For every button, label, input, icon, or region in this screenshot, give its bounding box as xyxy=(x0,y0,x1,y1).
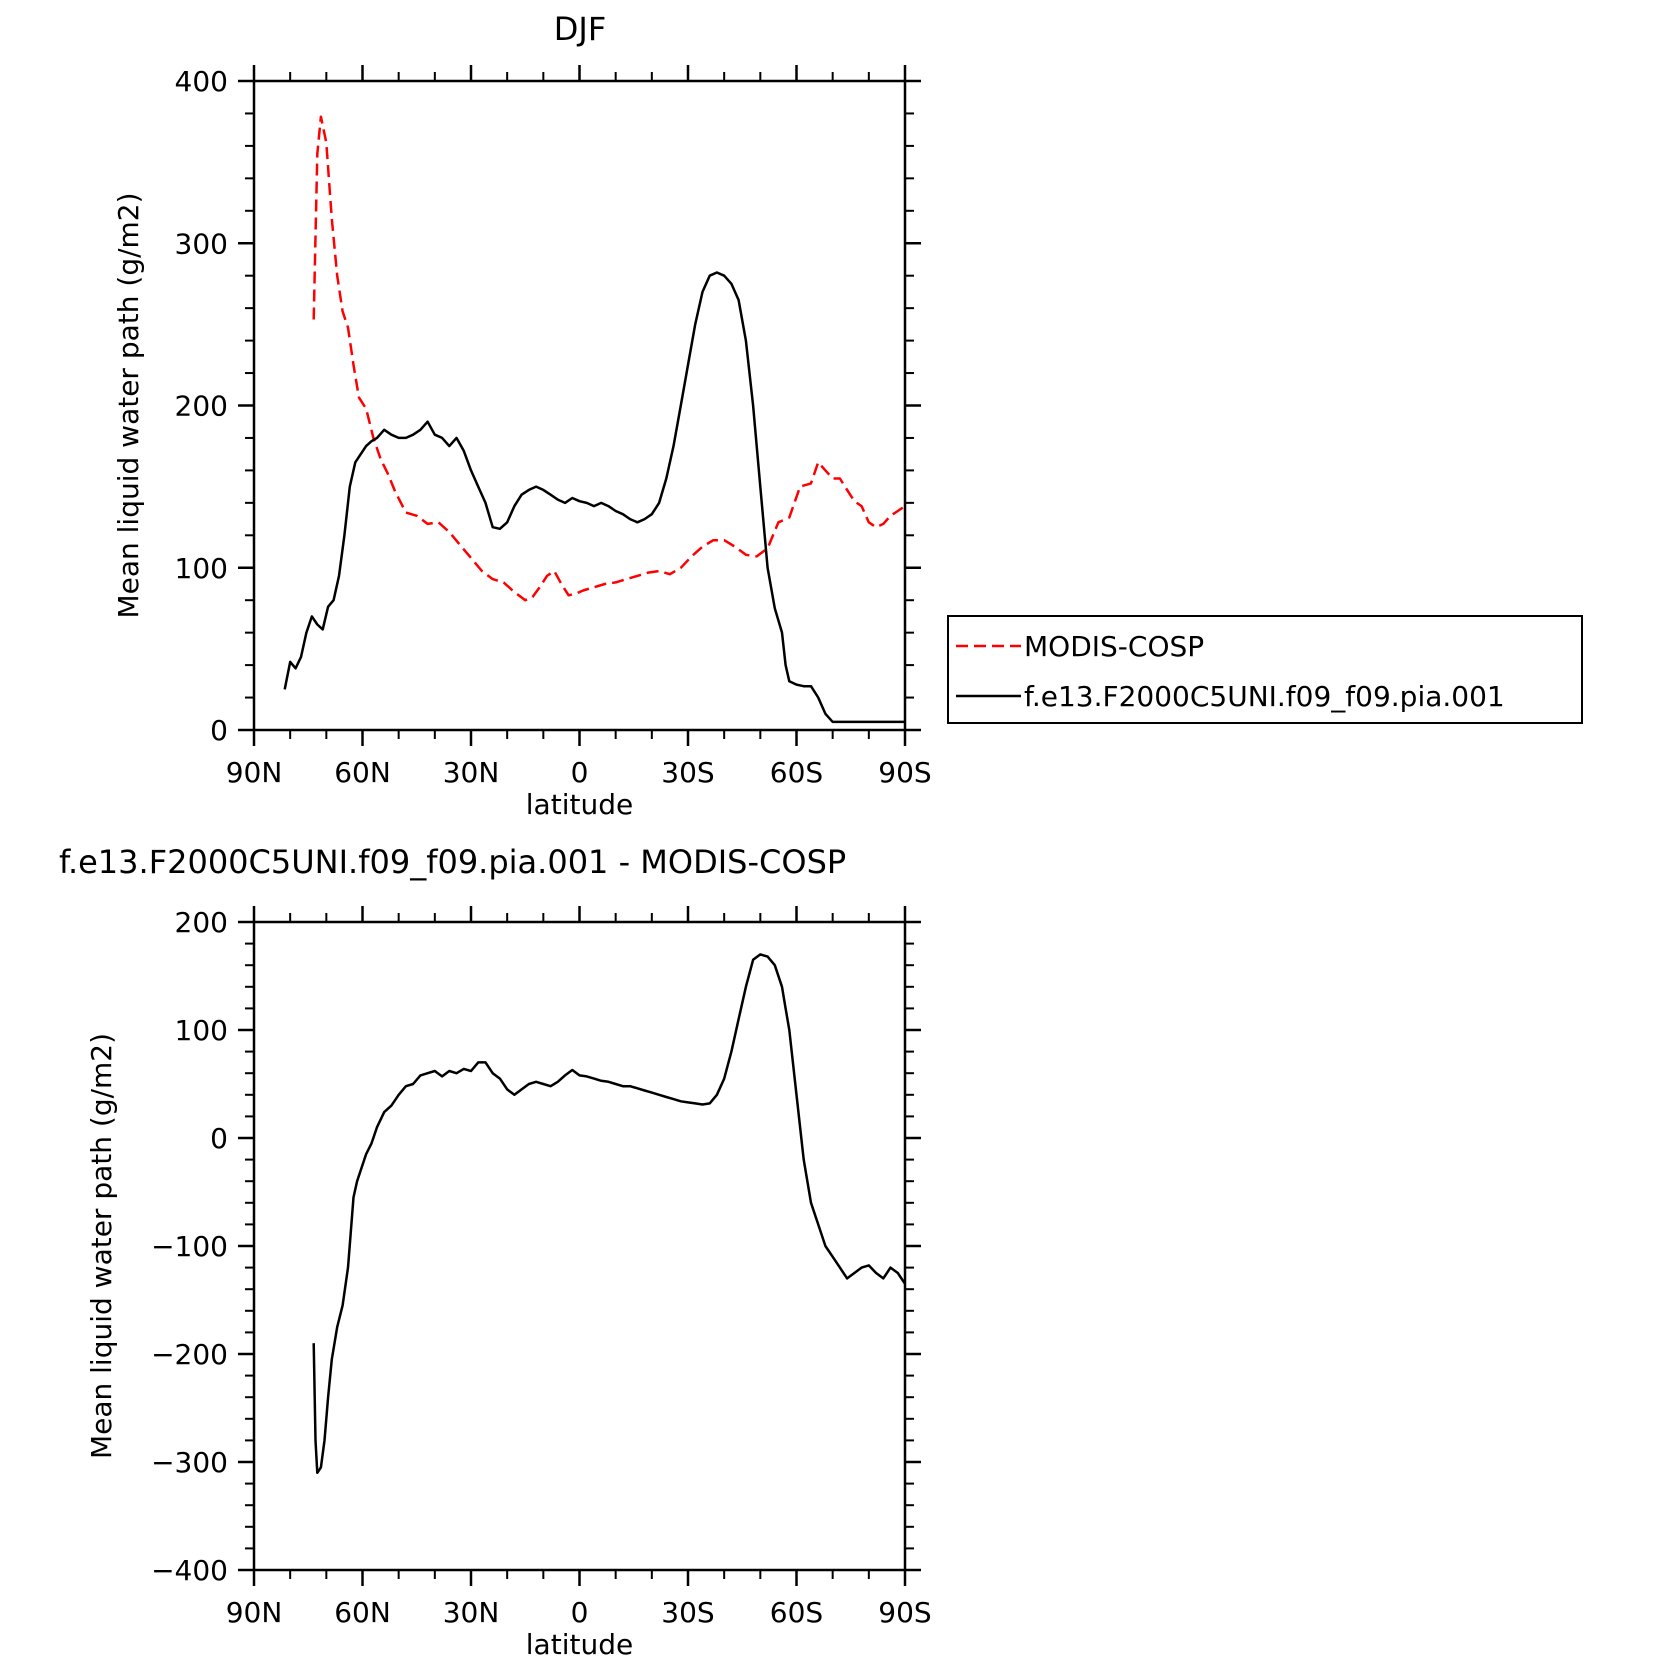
y-axis-title: Mean liquid water path (g/m2) xyxy=(112,192,145,618)
series-line-model xyxy=(283,271,905,724)
y-tick-label: −300 xyxy=(151,1446,228,1479)
y-tick-label: 0 xyxy=(210,1122,228,1155)
plot-frame xyxy=(252,79,907,732)
x-tick-label: 60N xyxy=(334,1596,391,1629)
legend-box xyxy=(947,615,1583,724)
x-tick-label: 30N xyxy=(443,1596,500,1629)
chart-title: f.e13.F2000C5UNI.f09_f09.pia.001 - MODIS… xyxy=(59,843,846,881)
x-tick-label: 60S xyxy=(770,1596,823,1629)
legend-label: f.e13.F2000C5UNI.f09_f09.pia.001 xyxy=(1024,680,1505,713)
x-axis-title: latitude xyxy=(526,1628,633,1661)
x-tick-label: 30N xyxy=(443,756,500,789)
x-tick-label: 0 xyxy=(571,1596,589,1629)
y-tick-label: −200 xyxy=(151,1338,228,1371)
x-tick-label: 60S xyxy=(770,756,823,789)
bottom-panel: 90N 60N 30N 0 30S 60S 90S −400 −300 −200 −100 0 100 2… xyxy=(59,843,932,1661)
x-tick-label: 30S xyxy=(661,756,714,789)
x-tick-label: 0 xyxy=(571,756,589,789)
legend-label: MODIS-COSP xyxy=(1024,630,1204,663)
x-tick-label: 60N xyxy=(334,756,391,789)
chart-title: DJF xyxy=(554,10,606,48)
y-tick-label: 200 xyxy=(175,906,228,939)
x-tick-label: 90S xyxy=(878,1596,931,1629)
x-axis-title: latitude xyxy=(526,788,633,821)
y-tick-label: 100 xyxy=(175,1014,228,1047)
series-line-modis-cosp xyxy=(312,115,906,602)
x-tick-label: 90N xyxy=(226,756,283,789)
series-line-difference xyxy=(312,953,907,1475)
y-tick-label: 300 xyxy=(175,227,228,260)
x-tick-label: 90S xyxy=(878,756,931,789)
y-axis-title: Mean liquid water path (g/m2) xyxy=(85,1033,118,1459)
x-tick-label: 30S xyxy=(661,1596,714,1629)
x-tick-label: 90N xyxy=(226,1596,283,1629)
legend: MODIS-COSP f.e13.F2000C5UNI.f09_f09.pia.0… xyxy=(947,615,1583,724)
y-tick-label: 0 xyxy=(210,714,228,747)
plot-frame xyxy=(252,920,907,1572)
y-tick-label: 200 xyxy=(175,390,228,423)
y-tick-label: −100 xyxy=(151,1230,228,1263)
y-tick-label: −400 xyxy=(151,1554,228,1587)
y-tick-label: 400 xyxy=(175,65,228,98)
y-tick-label: 100 xyxy=(175,552,228,585)
top-panel: 90N 60N 30N 0 30S 60S 90S 0 100 200 300 400 DJF latit… xyxy=(112,10,932,821)
